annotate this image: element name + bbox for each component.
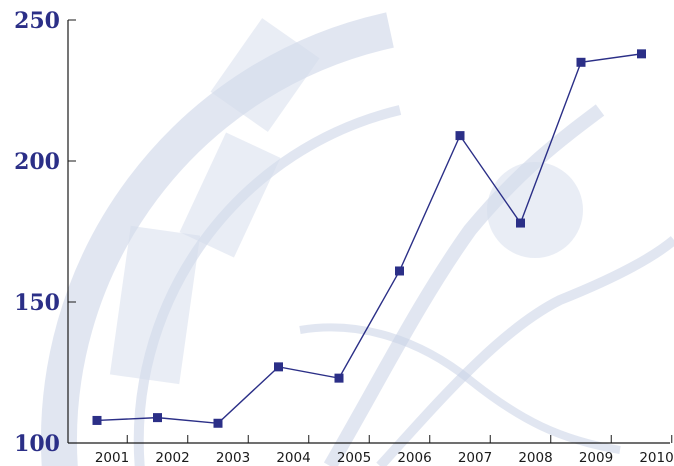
x-tick-label: 2006 — [397, 450, 431, 466]
data-point-2003 — [213, 418, 223, 428]
watermark-block-2 — [179, 132, 281, 258]
y-tick-label: 250 — [14, 8, 60, 34]
x-tick-label: 2004 — [276, 450, 310, 466]
series-group — [92, 49, 646, 428]
data-point-2010 — [637, 49, 646, 59]
data-point-2006 — [395, 266, 404, 276]
x-tick-label: 2005 — [337, 450, 371, 466]
data-point-2007 — [455, 131, 465, 141]
data-point-2004 — [274, 362, 283, 372]
y-tick-label: 150 — [14, 290, 60, 316]
x-tick-label: 2008 — [518, 450, 552, 466]
seal-watermark — [40, 12, 674, 466]
data-point-2009 — [576, 57, 586, 67]
data-point-2008 — [516, 218, 525, 228]
y-tick-label: 200 — [14, 149, 60, 175]
watermark-figure-head — [487, 162, 583, 258]
x-tick-label: 2001 — [95, 450, 129, 466]
y-axis-ticks: 100 150 200 250 — [14, 8, 76, 457]
x-axis-ticks: 2001 2002 2003 2004 2005 2006 2007 2008 2009 2010 — [95, 435, 674, 466]
x-tick-label: 2009 — [579, 450, 613, 466]
y-tick-label: 100 — [14, 431, 60, 457]
watermark-drape-curve — [299, 323, 621, 454]
x-tick-label: 2010 — [639, 450, 673, 466]
watermark-figure-curve — [323, 104, 605, 466]
series-line — [96, 53, 642, 424]
data-point-2001 — [92, 415, 102, 425]
x-tick-label: 2003 — [216, 450, 250, 466]
data-point-2005 — [334, 373, 344, 383]
x-tick-label: 2002 — [155, 450, 189, 466]
watermark-figure-curve-2 — [376, 236, 674, 466]
data-point-2002 — [153, 413, 162, 423]
x-tick-label: 2007 — [458, 450, 492, 466]
watermark-block-1 — [109, 225, 201, 385]
watermark-block-3 — [210, 18, 320, 132]
